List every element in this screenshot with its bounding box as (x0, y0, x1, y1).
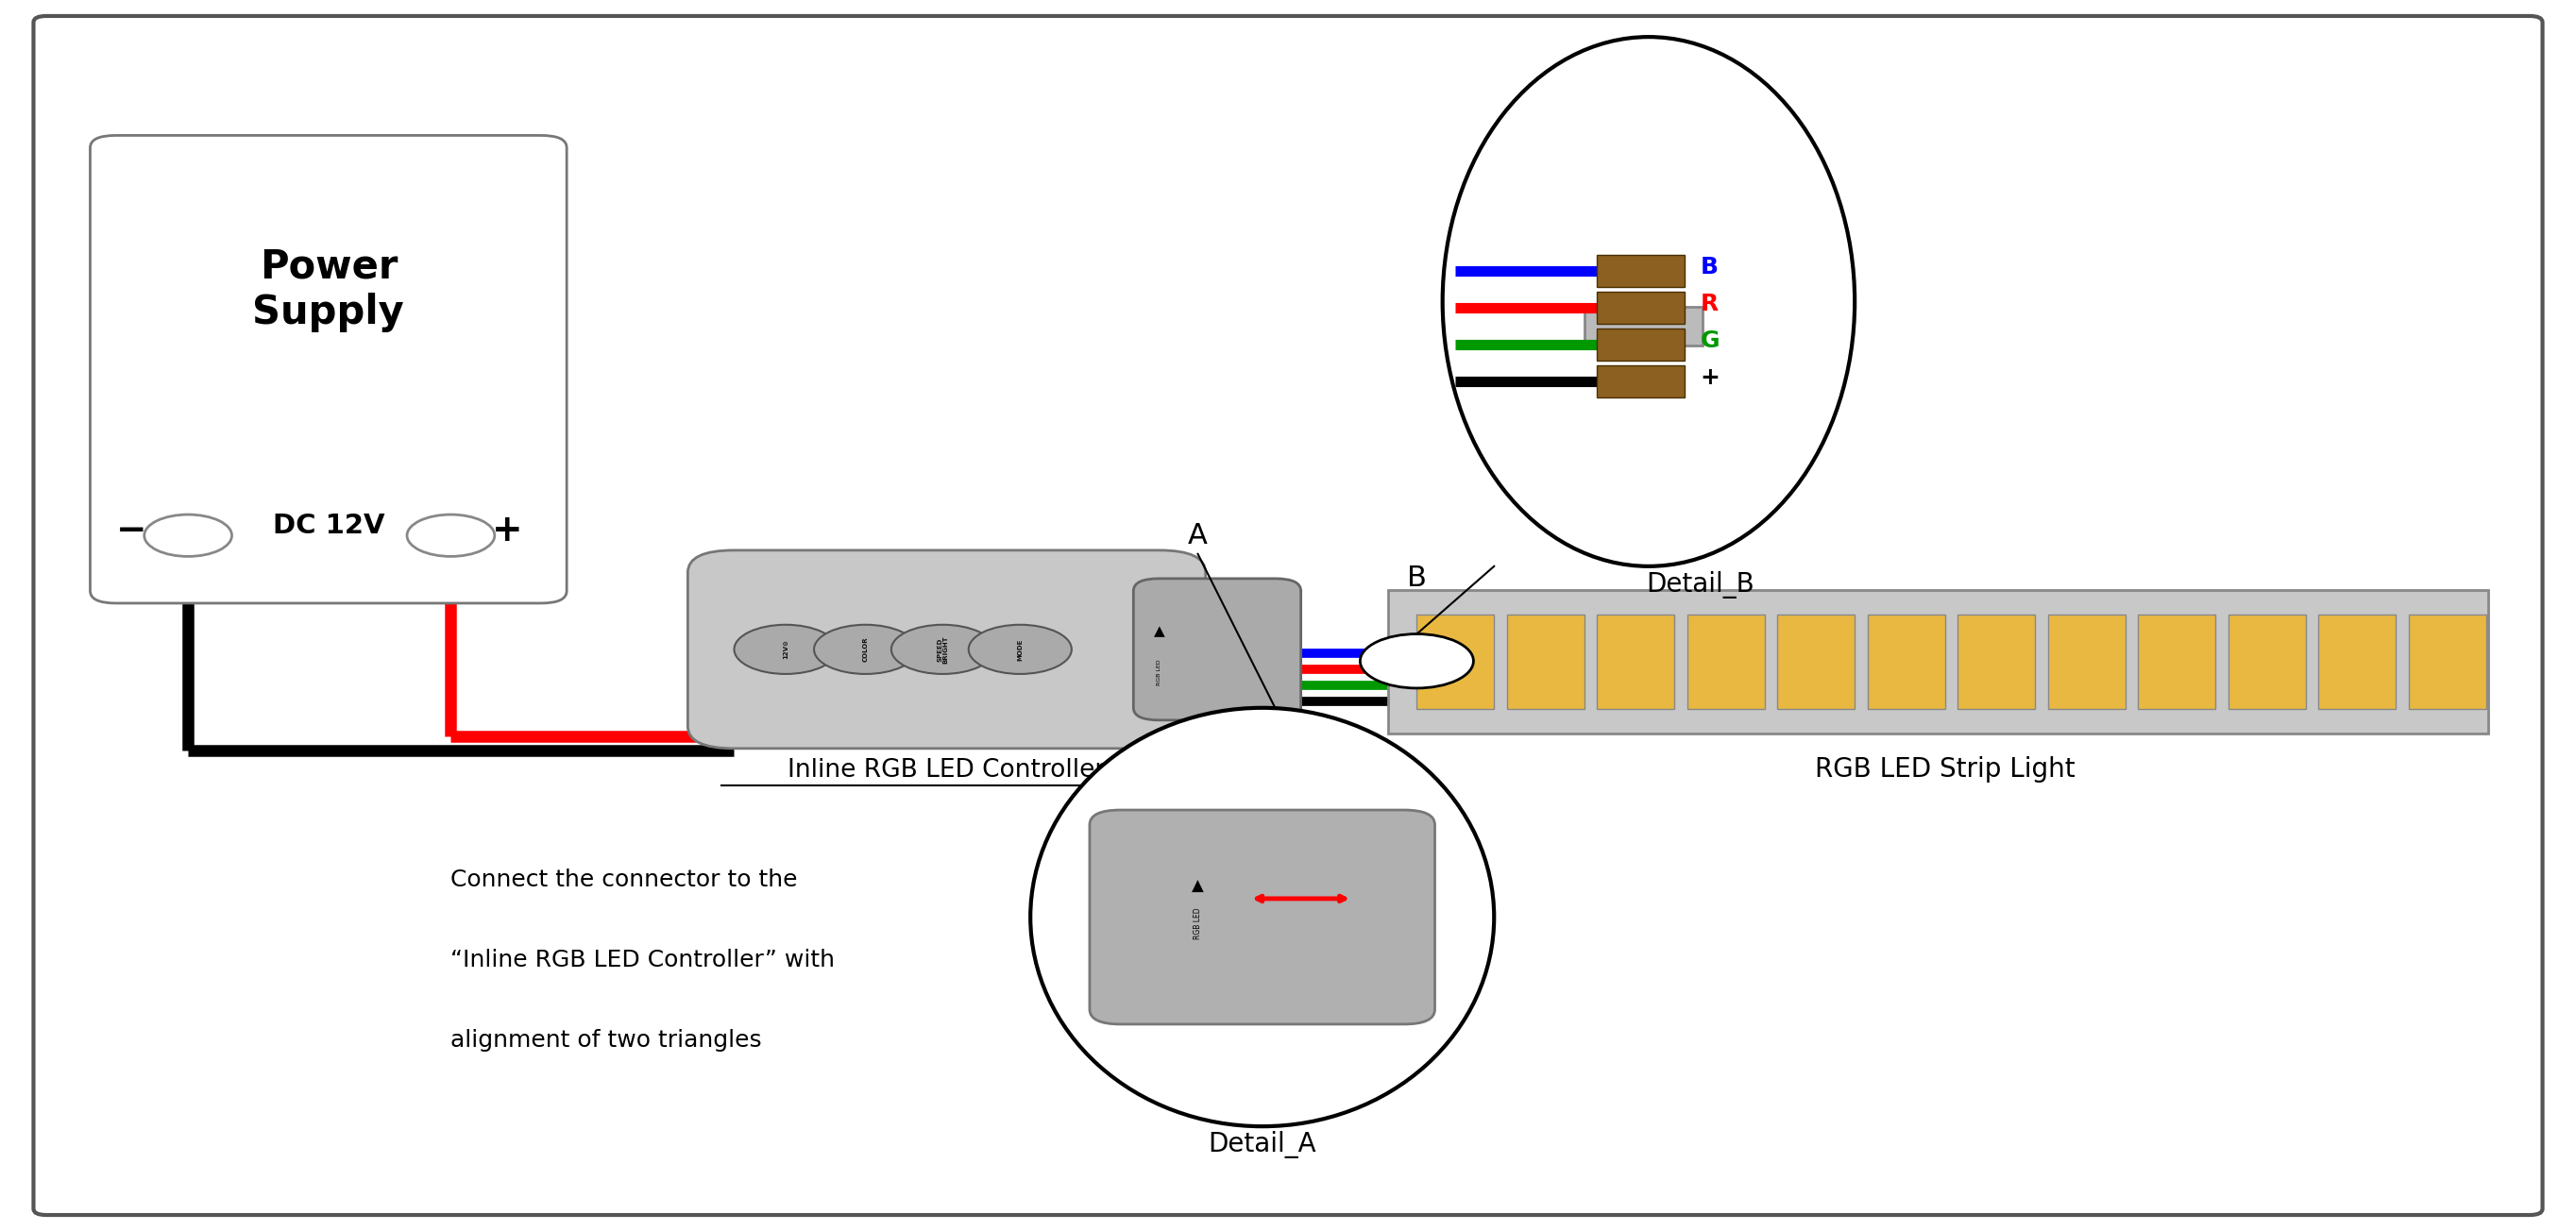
FancyBboxPatch shape (2228, 614, 2306, 709)
Text: Connect the connector to the: Connect the connector to the (451, 869, 799, 891)
FancyBboxPatch shape (1507, 614, 1584, 709)
FancyBboxPatch shape (2138, 614, 2215, 709)
Text: ▲: ▲ (1154, 624, 1164, 638)
Text: COLOR: COLOR (863, 636, 868, 662)
Text: ▲: ▲ (1193, 878, 1203, 895)
FancyBboxPatch shape (1597, 329, 1685, 361)
Text: RGB LED Strip Light: RGB LED Strip Light (1814, 756, 2076, 783)
FancyBboxPatch shape (1597, 366, 1685, 398)
Text: RGB LED: RGB LED (1193, 907, 1203, 939)
FancyBboxPatch shape (1868, 614, 1945, 709)
Text: “Inline RGB LED Controller” with: “Inline RGB LED Controller” with (451, 949, 835, 971)
Circle shape (814, 624, 917, 675)
FancyBboxPatch shape (2318, 614, 2396, 709)
Text: +: + (1700, 367, 1721, 389)
FancyBboxPatch shape (1090, 810, 1435, 1024)
Text: DC 12V: DC 12V (273, 512, 384, 539)
FancyBboxPatch shape (1597, 292, 1685, 324)
Text: Inline RGB LED Controller: Inline RGB LED Controller (788, 758, 1105, 783)
Circle shape (891, 624, 994, 675)
Text: G: G (1700, 330, 1721, 352)
FancyBboxPatch shape (1777, 614, 1855, 709)
FancyBboxPatch shape (2409, 614, 2486, 709)
FancyBboxPatch shape (2048, 614, 2125, 709)
Circle shape (734, 624, 837, 675)
Text: +: + (492, 512, 523, 549)
Circle shape (969, 624, 1072, 675)
Text: B: B (1700, 256, 1718, 278)
Circle shape (1360, 634, 1473, 688)
FancyBboxPatch shape (1417, 614, 1494, 709)
Text: 12V⊙: 12V⊙ (783, 639, 788, 660)
Text: MODE: MODE (1018, 639, 1023, 660)
FancyBboxPatch shape (1584, 307, 1703, 346)
FancyBboxPatch shape (90, 135, 567, 603)
Ellipse shape (1030, 708, 1494, 1126)
FancyBboxPatch shape (1597, 255, 1685, 287)
Text: Detail_A: Detail_A (1208, 1131, 1316, 1158)
FancyBboxPatch shape (1133, 579, 1301, 720)
Text: Detail_B: Detail_B (1646, 571, 1754, 598)
FancyBboxPatch shape (1388, 590, 2488, 734)
Text: SPEED
BRIGHT: SPEED BRIGHT (938, 635, 948, 664)
Text: alignment of two triangles: alignment of two triangles (451, 1029, 762, 1051)
FancyBboxPatch shape (33, 16, 2543, 1215)
Text: B: B (1406, 565, 1427, 592)
Circle shape (144, 515, 232, 556)
FancyBboxPatch shape (1597, 614, 1674, 709)
FancyBboxPatch shape (1958, 614, 2035, 709)
Text: Power
Supply: Power Supply (252, 246, 404, 332)
Ellipse shape (1443, 37, 1855, 566)
FancyBboxPatch shape (688, 550, 1206, 748)
Text: A: A (1188, 522, 1208, 549)
Text: RGB LED: RGB LED (1157, 660, 1162, 686)
FancyBboxPatch shape (1687, 614, 1765, 709)
Text: R: R (1700, 293, 1718, 315)
Circle shape (407, 515, 495, 556)
Text: −: − (116, 512, 147, 549)
